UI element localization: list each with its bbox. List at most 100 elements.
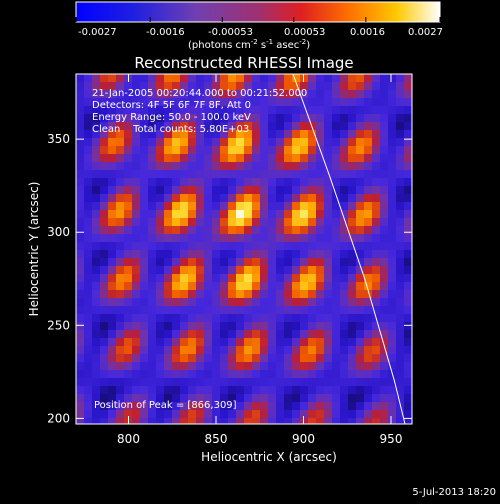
- heatmap-cell: [188, 74, 197, 83]
- heatmap-cell: [356, 330, 365, 339]
- heatmap-cell: [108, 394, 117, 403]
- heatmap-cell: [268, 362, 277, 371]
- heatmap-cell: [396, 106, 405, 115]
- heatmap-cell: [156, 410, 165, 419]
- heatmap-cell: [316, 138, 325, 147]
- heatmap-cell: [276, 170, 285, 179]
- heatmap-cell: [108, 346, 117, 355]
- colorbar-ticks: [75, 17, 441, 22]
- heatmap-cell: [164, 330, 173, 339]
- heatmap-cell: [164, 322, 173, 331]
- heatmap-cell: [316, 274, 325, 283]
- heatmap-cell: [388, 186, 397, 195]
- heatmap-cell: [268, 90, 277, 99]
- heatmap-cell: [244, 354, 253, 363]
- heatmap-cell: [116, 266, 125, 275]
- heatmap-cell: [228, 338, 237, 347]
- heatmap-cell: [276, 274, 285, 283]
- heatmap-cell: [196, 258, 205, 267]
- heatmap-cell: [324, 226, 333, 235]
- heatmap-cell: [404, 114, 412, 123]
- heatmap-cell: [196, 122, 205, 131]
- heatmap-cell: [292, 418, 301, 424]
- heatmap-cell: [84, 194, 93, 203]
- heatmap-cell: [332, 210, 341, 219]
- heatmap-cell: [236, 394, 245, 403]
- heatmap-cell: [380, 266, 389, 275]
- heatmap-cell: [196, 138, 205, 147]
- heatmap-cell: [148, 74, 157, 83]
- heatmap-cell: [100, 194, 109, 203]
- heatmap-cell: [332, 178, 341, 187]
- heatmap-cell: [332, 386, 341, 395]
- heatmap-cell: [84, 74, 93, 83]
- heatmap-cell: [372, 402, 381, 411]
- heatmap-cell: [276, 234, 285, 243]
- heatmap-cell: [340, 274, 349, 283]
- heatmap-cell: [188, 210, 197, 219]
- heatmap-cell: [140, 402, 149, 411]
- heatmap-cell: [172, 106, 181, 115]
- heatmap-cell: [148, 258, 157, 267]
- heatmap-cell: [252, 346, 261, 355]
- heatmap-cell: [108, 114, 117, 123]
- heatmap-cell: [76, 378, 85, 387]
- heatmap-cell: [76, 258, 85, 267]
- heatmap-cell: [260, 210, 269, 219]
- heatmap-cell: [348, 178, 357, 187]
- heatmap-cell: [340, 394, 349, 403]
- heatmap-cell: [84, 418, 93, 424]
- heatmap-cell: [148, 218, 157, 227]
- heatmap-cell: [252, 410, 261, 419]
- heatmap-cell: [204, 242, 213, 251]
- heatmap-cell: [316, 290, 325, 299]
- heatmap-cell: [116, 98, 125, 107]
- heatmap-cell: [404, 186, 412, 195]
- heatmap-cell: [276, 322, 285, 331]
- heatmap-cell: [244, 290, 253, 299]
- heatmap-cell: [340, 226, 349, 235]
- heatmap-cell: [204, 290, 213, 299]
- heatmap-cell: [388, 386, 397, 395]
- heatmap-cell: [308, 386, 317, 395]
- heatmap-cell: [76, 138, 85, 147]
- heatmap-cell: [396, 362, 405, 371]
- heatmap-cell: [204, 210, 213, 219]
- heatmap-cell: [268, 170, 277, 179]
- heatmap-cell: [388, 298, 397, 307]
- heatmap-cell: [292, 74, 301, 83]
- heatmap-cell: [92, 242, 101, 251]
- heatmap-cell: [324, 402, 333, 411]
- heatmap-cell: [260, 178, 269, 187]
- heatmap-cell: [276, 218, 285, 227]
- heatmap-cell: [116, 330, 125, 339]
- heatmap-cell: [140, 146, 149, 155]
- heatmap-cell: [316, 362, 325, 371]
- heatmap-cell: [372, 122, 381, 131]
- heatmap-cell: [396, 242, 405, 251]
- heatmap-cell: [292, 290, 301, 299]
- heatmap-cell: [252, 266, 261, 275]
- y-axis-label: Heliocentric Y (arcsec): [27, 182, 41, 317]
- heatmap-cell: [404, 210, 412, 219]
- heatmap-cell: [356, 314, 365, 323]
- heatmap-cell: [204, 386, 213, 395]
- heatmap-cell: [300, 298, 309, 307]
- heatmap-cell: [148, 418, 157, 424]
- heatmap-cell: [388, 322, 397, 331]
- heatmap-cell: [172, 210, 181, 219]
- heatmap-cell: [340, 338, 349, 347]
- heatmap-cell: [140, 338, 149, 347]
- heatmap-cell: [196, 90, 205, 99]
- heatmap-cell: [180, 106, 189, 115]
- heatmap-cell: [292, 194, 301, 203]
- heatmap-cell: [292, 90, 301, 99]
- heatmap-cell: [284, 122, 293, 131]
- heatmap-cell: [236, 282, 245, 291]
- heatmap-cell: [188, 194, 197, 203]
- heatmap-cell: [244, 226, 253, 235]
- heatmap-cell: [308, 402, 317, 411]
- heatmap-cell: [348, 138, 357, 147]
- heatmap-cell: [100, 178, 109, 187]
